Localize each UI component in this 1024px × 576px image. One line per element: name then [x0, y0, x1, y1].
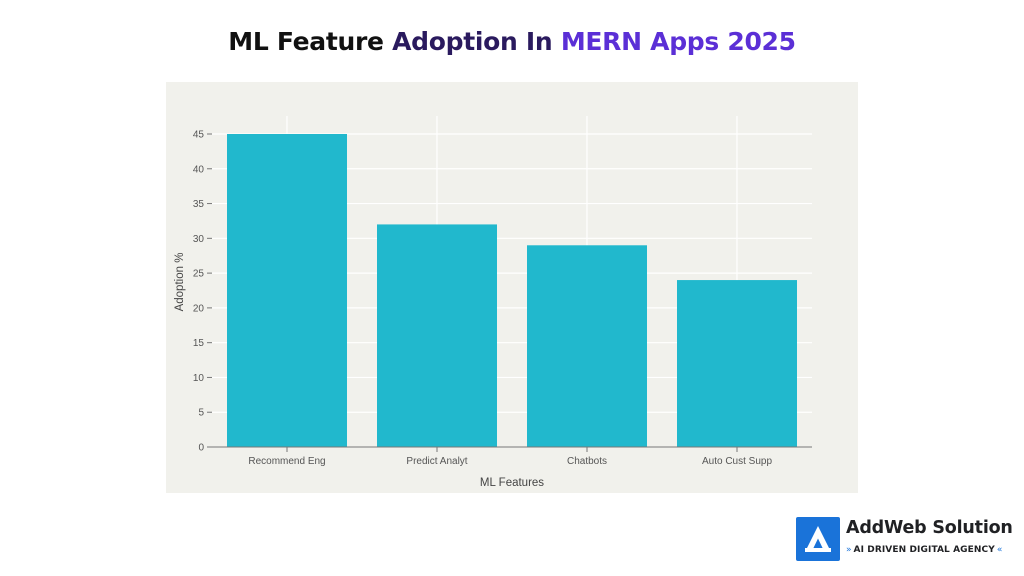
y-tick-label: 30: [193, 234, 205, 245]
y-tick-label: 40: [193, 164, 205, 175]
bar-chart: 0 5 10 15 20 25 30 35 40 45 Recommend Eng Predict A…: [174, 116, 812, 489]
brand-name: AddWeb Solution: [846, 518, 1013, 538]
y-tick-label: 20: [193, 303, 205, 314]
axes: [207, 133, 812, 452]
x-tick-label: Chatbots: [567, 456, 607, 467]
chart-title: ML Feature Adoption In MERN Apps 2025: [0, 26, 1024, 58]
bar-chatbots: [527, 245, 647, 447]
tick-labels: 0 5 10 15 20 25 30 35 40 45 Recommend Eng Predict A…: [193, 130, 773, 468]
x-axis-title: ML Features: [480, 477, 544, 489]
brand-tagline: AI DRIVEN DIGITAL AGENCY: [853, 545, 995, 555]
double-chevron-right-icon: »: [846, 545, 852, 555]
title-segment: Adoption In: [392, 27, 561, 56]
y-tick-label: 5: [198, 408, 204, 419]
bar-recommend-eng: [227, 134, 347, 447]
y-tick-label: 0: [198, 443, 204, 454]
y-tick-label: 45: [193, 130, 205, 141]
chart-panel: 0 5 10 15 20 25 30 35 40 45 Recommend Eng Predict A…: [166, 82, 858, 493]
y-tick-label: 35: [193, 199, 205, 210]
brand-block: AddWeb Solution » AI DRIVEN DIGITAL AGEN…: [796, 517, 1013, 561]
title-segment: ML Feature: [228, 27, 393, 56]
y-axis-title: Adoption %: [174, 253, 186, 312]
y-tick-label: 25: [193, 269, 205, 280]
double-chevron-left-icon: «: [996, 545, 1003, 555]
addweb-logo-icon: [796, 517, 840, 561]
bar-predict-analyt: [377, 224, 497, 447]
x-tick-label: Predict Analyt: [406, 456, 467, 467]
bars: [227, 134, 797, 447]
y-tick-label: 15: [193, 338, 205, 349]
bar-auto-cust-supp: [677, 280, 797, 447]
brand-tagline-row: » AI DRIVEN DIGITAL AGENCY «: [846, 543, 1002, 557]
title-segment: MERN Apps 2025: [560, 27, 796, 56]
x-tick-label: Auto Cust Supp: [702, 456, 772, 467]
x-tick-label: Recommend Eng: [248, 456, 325, 467]
y-tick-label: 10: [193, 373, 205, 384]
